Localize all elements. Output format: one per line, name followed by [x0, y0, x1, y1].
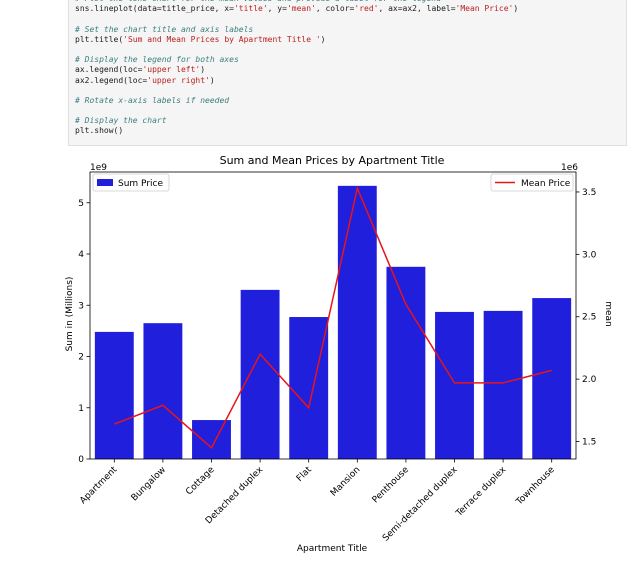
y-tick-label: 4 — [78, 250, 84, 260]
chart-title: Sum and Mean Prices by Apartment Title — [220, 154, 445, 167]
bar-sum-price — [337, 185, 377, 459]
legend-label: Sum Price — [118, 179, 163, 189]
bar-sum-price — [532, 298, 572, 459]
y2-tick-label: 3.5 — [582, 188, 596, 198]
code-line — [75, 86, 518, 96]
y-tick-label: 1 — [78, 404, 84, 414]
code-token: , y= — [267, 4, 287, 14]
code-token: ) — [320, 34, 326, 44]
code-string: 'upper left' — [142, 65, 201, 75]
code-string: 'upper right' — [147, 75, 210, 85]
code-cell[interactable]: # Plot the line chart for the mean value… — [68, 0, 627, 146]
code-token: ax2.legend(loc= — [75, 75, 148, 85]
x-tick-label: Terrace duplex — [454, 465, 509, 520]
line-mean-price — [114, 185, 552, 449]
right-offset-label: 1e6 — [561, 163, 578, 173]
y2-tick-label: 2.0 — [582, 375, 597, 385]
y-tick-label: 5 — [78, 199, 84, 209]
code-token: , ax=ax2, label= — [378, 4, 456, 14]
y-tick-label: 2 — [78, 353, 84, 363]
code-string: 'title' — [233, 4, 268, 14]
code-line: # Set the chart title and axis labels — [75, 24, 254, 34]
bar-sum-price — [483, 310, 523, 459]
code-line: # Display the legend for both axes — [75, 55, 239, 65]
y2-tick-label: 2.5 — [582, 313, 596, 323]
left-offset-label: 1e9 — [90, 163, 107, 173]
code-line — [75, 14, 518, 24]
code-line: # Plot the line chart for the mean value… — [75, 0, 518, 4]
code-line: ax2.legend(loc='upper right') — [75, 76, 518, 86]
code-line: ax.legend(loc='upper left') — [75, 65, 518, 75]
code-line: sns.lineplot(data=title_price, x='title'… — [75, 4, 518, 14]
y-tick-label: 0 — [78, 455, 84, 465]
y-tick-label: 3 — [78, 301, 84, 311]
code-token: ) — [209, 75, 215, 85]
code-line: # Rotate x-axis labels if needed — [75, 95, 230, 105]
code-editor[interactable]: # Plot the line chart for the mean value… — [75, 0, 518, 137]
y2-tick-label: 3.0 — [582, 250, 597, 260]
code-string: 'Mean Price' — [455, 4, 514, 14]
code-token: plt.show() — [75, 126, 124, 136]
legend-label: Mean Price — [521, 179, 571, 189]
code-line: plt.title('Sum and Mean Prices by Apartm… — [75, 35, 518, 45]
bar-sum-price — [435, 311, 474, 459]
x-tick-label: Townhouse — [514, 465, 557, 508]
bar-sum-price — [386, 266, 426, 459]
plot-frame — [89, 171, 577, 460]
code-line — [75, 45, 518, 55]
code-token: ) — [200, 65, 206, 75]
x-tick-label: Bungalow — [130, 465, 168, 503]
bar-sum-price — [240, 289, 280, 459]
x-tick-label: Cottage — [184, 465, 217, 498]
code-token: plt.title( — [75, 34, 124, 44]
code-line: # Display the chart — [75, 116, 167, 126]
code-token: sns.lineplot(data=title_price, x= — [75, 4, 234, 14]
bar-sum-price — [143, 323, 183, 459]
legend-box — [92, 173, 170, 192]
bar-sum-price — [289, 317, 329, 459]
x-tick-label: Apartment — [78, 465, 119, 506]
legend-sum-price: Sum Price — [92, 173, 170, 192]
chart-output: Sum and Mean Prices by Apartment Title 1… — [0, 148, 640, 562]
chart-svg: Sum and Mean Prices by Apartment Title 1… — [65, 154, 613, 554]
code-string: 'mean' — [286, 4, 316, 14]
code-string: 'Sum and Mean Prices by Apartment Title … — [123, 34, 321, 44]
legend-box — [490, 173, 574, 192]
bar-sum-price — [192, 420, 231, 459]
legend-swatch-bar — [97, 179, 113, 186]
x-tick-label: Penthouse — [371, 465, 412, 506]
code-token: ax.legend(loc= — [75, 65, 143, 75]
y2-axis-label: mean — [603, 301, 613, 327]
y2-tick-label: 1.5 — [582, 438, 596, 448]
x-axis-label: Apartment Title — [297, 544, 368, 554]
code-token: ) — [513, 4, 519, 14]
y-axis-label: Sum in (Millions) — [65, 277, 75, 352]
x-tick-label: Flat — [295, 465, 314, 484]
legend-mean-price: Mean Price — [490, 173, 574, 192]
code-token: , color= — [315, 4, 355, 14]
bar-sum-price — [94, 331, 134, 459]
code-string: 'red' — [354, 4, 379, 14]
x-tick-label: Mansion — [329, 465, 363, 499]
code-line: plt.show() — [75, 126, 518, 136]
code-line — [75, 106, 518, 116]
